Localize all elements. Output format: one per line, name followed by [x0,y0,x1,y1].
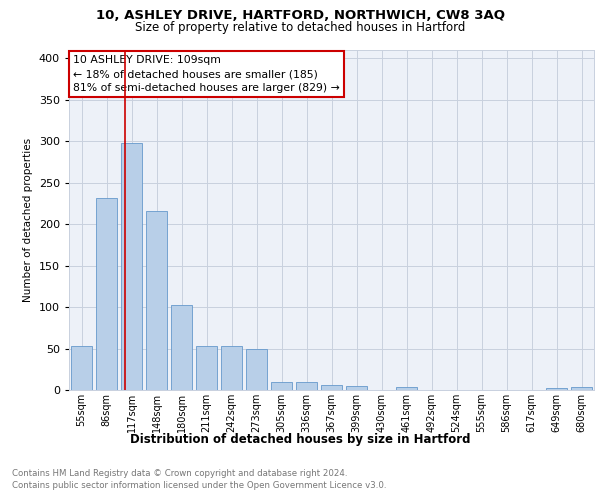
Bar [296,382,317,390]
Bar [71,346,92,390]
Bar [571,386,592,390]
Text: 10 ASHLEY DRIVE: 109sqm
← 18% of detached houses are smaller (185)
81% of semi-d: 10 ASHLEY DRIVE: 109sqm ← 18% of detache… [73,55,340,93]
Bar [346,386,367,390]
Bar [221,346,242,390]
Text: Contains public sector information licensed under the Open Government Licence v3: Contains public sector information licen… [12,481,386,490]
Text: Contains HM Land Registry data © Crown copyright and database right 2024.: Contains HM Land Registry data © Crown c… [12,469,347,478]
Text: 10, ASHLEY DRIVE, HARTFORD, NORTHWICH, CW8 3AQ: 10, ASHLEY DRIVE, HARTFORD, NORTHWICH, C… [95,9,505,22]
Y-axis label: Number of detached properties: Number of detached properties [23,138,33,302]
Bar [171,304,192,390]
Bar [146,211,167,390]
Text: Distribution of detached houses by size in Hartford: Distribution of detached houses by size … [130,432,470,446]
Text: Size of property relative to detached houses in Hartford: Size of property relative to detached ho… [135,21,465,34]
Bar [121,143,142,390]
Bar [96,198,117,390]
Bar [321,385,342,390]
Bar [396,386,417,390]
Bar [196,346,217,390]
Bar [546,388,567,390]
Bar [271,382,292,390]
Bar [246,350,267,390]
